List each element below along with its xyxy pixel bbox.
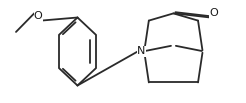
Text: O: O xyxy=(210,8,218,18)
Text: N: N xyxy=(137,46,146,57)
Text: O: O xyxy=(34,11,43,22)
